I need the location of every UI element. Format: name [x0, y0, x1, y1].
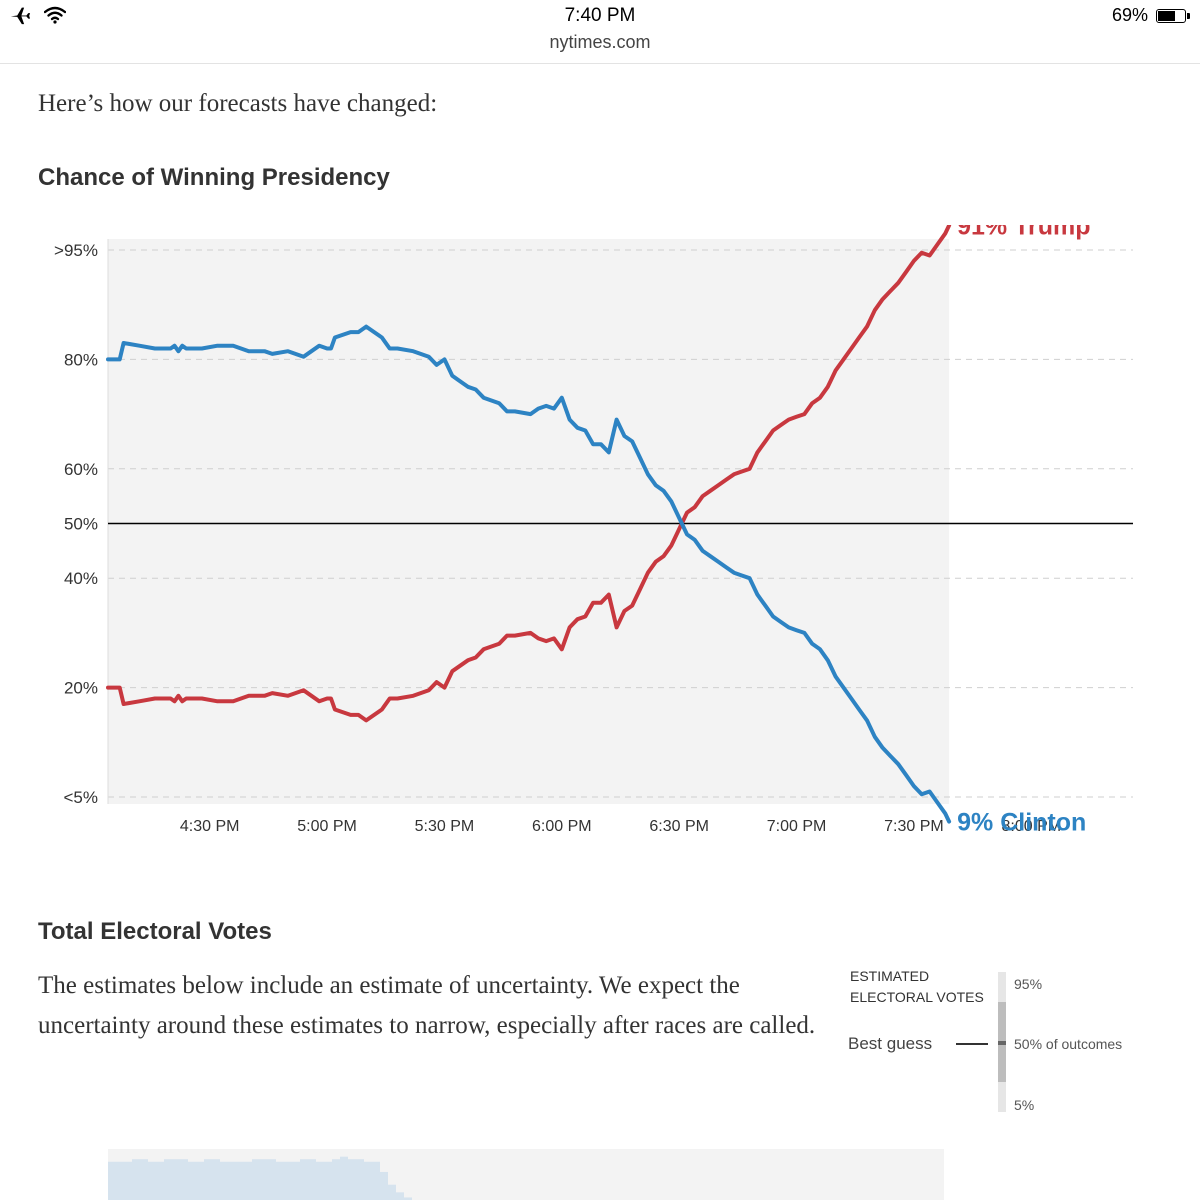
legend-5-label: 5%: [1014, 1097, 1035, 1113]
chart-title: Chance of Winning Presidency: [38, 164, 390, 191]
y-tick-label: >95%: [54, 241, 98, 260]
trump-end-label: 91% Trump: [957, 225, 1090, 240]
ev-histogram-bar: [244, 1161, 252, 1200]
legend-95-label: 95%: [1014, 976, 1043, 992]
trump-line: [106, 225, 952, 723]
y-tick-label: 60%: [64, 460, 98, 479]
ev-histogram-bar: [396, 1192, 404, 1200]
ev-histogram-bar: [108, 1161, 116, 1200]
x-tick-label: 7:00 PM: [767, 818, 827, 835]
ev-histogram-bar: [404, 1197, 412, 1200]
ev-histogram-bar: [180, 1159, 188, 1200]
ev-histogram-bar: [252, 1159, 260, 1200]
x-tick-label: 7:30 PM: [884, 818, 944, 835]
ev-chart-area: [108, 1149, 944, 1200]
ev-section-title: Total Electoral Votes: [38, 918, 272, 945]
ev-histogram-bar: [380, 1171, 388, 1200]
ev-histogram-bar: [324, 1161, 332, 1200]
ev-histogram-bar: [148, 1161, 156, 1200]
legend-heading-line2: ELECTORAL VOTES: [850, 989, 984, 1005]
y-tick-label: 80%: [64, 350, 98, 369]
x-tick-label: 5:30 PM: [415, 818, 475, 835]
clinton-line: [106, 324, 952, 824]
battery-cap: [1187, 12, 1190, 19]
ev-histogram-bar: [204, 1159, 212, 1200]
ev-histogram-bar: [268, 1159, 276, 1200]
ev-histogram-bar: [228, 1161, 236, 1200]
x-tick-label: 6:00 PM: [532, 818, 592, 835]
ev-histogram-bar: [340, 1156, 348, 1200]
ev-histogram-bar: [212, 1159, 220, 1200]
y-tick-label: <5%: [64, 788, 99, 807]
ev-histogram: [108, 1156, 412, 1200]
airplane-icon: [8, 4, 32, 31]
x-tick-label: 5:00 PM: [297, 818, 357, 835]
battery-percent: 69%: [1111, 5, 1148, 25]
ev-histogram-bar: [260, 1159, 268, 1200]
clinton-end-label: 9% Clinton: [957, 809, 1086, 837]
ev-histogram-bar: [172, 1159, 180, 1200]
battery-fill: [1158, 10, 1176, 21]
ev-histogram-bar: [188, 1161, 196, 1200]
ev-histogram-bar: [332, 1159, 340, 1200]
x-tick-label: 6:30 PM: [649, 818, 709, 835]
legend-heading: ESTIMATED ELECTORAL VOTES: [850, 966, 984, 1008]
y-tick-label: 20%: [64, 679, 98, 698]
ev-histogram-bar: [356, 1159, 364, 1200]
ev-histogram-bar: [316, 1161, 324, 1200]
ev-histogram-bar: [300, 1159, 308, 1200]
ev-histogram-bar: [220, 1161, 228, 1200]
ev-description: The estimates below include an estimate …: [38, 972, 816, 1039]
ev-histogram-bar: [388, 1184, 396, 1200]
ev-histogram-bar: [116, 1161, 124, 1200]
ev-histogram-bar: [124, 1161, 132, 1200]
ev-histogram-bar: [348, 1159, 356, 1200]
url-label[interactable]: nytimes.com: [549, 32, 651, 52]
legend-best-guess: Best guess: [848, 1034, 933, 1053]
ev-histogram-bar: [236, 1161, 244, 1200]
status-icons-left: [8, 4, 67, 31]
ev-histogram-bar: [276, 1161, 284, 1200]
clock: 7:40 PM: [564, 5, 636, 26]
y-tick-label: 50%: [64, 515, 98, 534]
ev-histogram-bar: [372, 1161, 380, 1200]
status-divider: [0, 63, 1200, 64]
ev-histogram-bar: [308, 1159, 316, 1200]
x-tick-label: 4:30 PM: [180, 818, 240, 835]
ev-histogram-bar: [292, 1161, 300, 1200]
ev-histogram-bar: [164, 1159, 172, 1200]
ev-histogram-bar: [196, 1161, 204, 1200]
intro-text: Here’s how our forecasts have changed:: [38, 90, 438, 117]
y-tick-label: 40%: [64, 569, 98, 588]
wifi-icon: [43, 6, 67, 29]
ev-histogram-bar: [284, 1161, 292, 1200]
battery-icon: [1156, 8, 1190, 23]
x-tick-label: 8:00 PM: [1001, 818, 1061, 835]
plot-background: [108, 239, 950, 804]
status-icons-right: 69%: [1111, 5, 1190, 26]
legend-50-label: 50% of outcomes: [1014, 1036, 1123, 1052]
ev-histogram-bar: [140, 1159, 148, 1200]
ev-histogram-bar: [364, 1161, 372, 1200]
legend-heading-line1: ESTIMATED: [850, 968, 930, 984]
forecast-chart: >95% 80% 60% 50% 40% 20% <5% 4:30 PM 5:00 PM 5:30…: [54, 225, 1133, 837]
status-bar: 7:40 PM nytimes.com 69%: [0, 0, 1200, 64]
legend-bar-best-guess: [998, 1041, 1006, 1045]
ev-histogram-bar: [132, 1159, 140, 1200]
legend-best-guess-tick: [956, 1043, 988, 1045]
ev-histogram-bar: [156, 1161, 164, 1200]
ev-legend: ESTIMATED ELECTORAL VOTES Best guess 95%…: [840, 960, 1200, 1120]
